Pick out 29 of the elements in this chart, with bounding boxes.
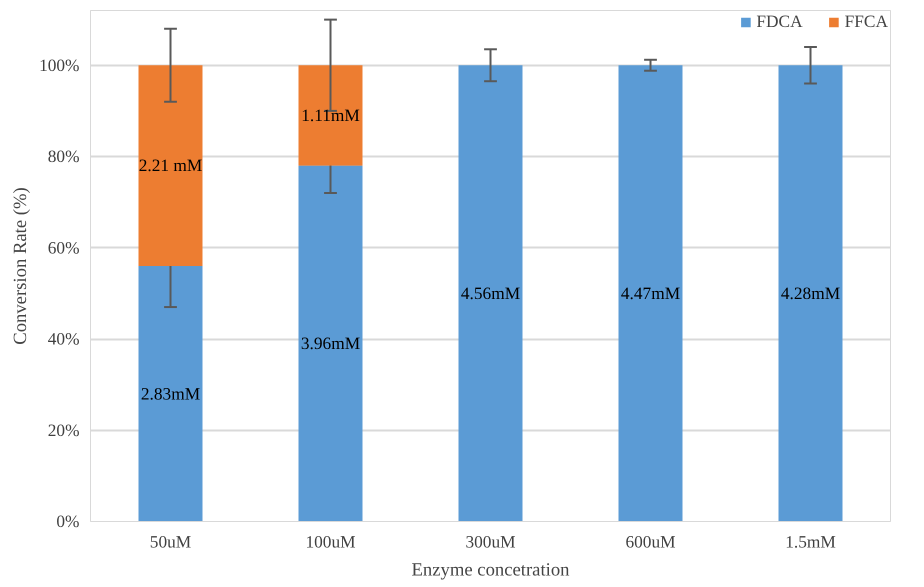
bar (138, 65, 202, 266)
bar (298, 166, 362, 522)
annotation: 2.83mM (140, 384, 200, 404)
y-tick-label: 20% (48, 420, 80, 440)
annotation: 4.56mM (460, 284, 520, 303)
y-tick-label: 60% (48, 238, 80, 258)
bar (298, 65, 362, 166)
x-tick-label: 50uM (150, 532, 192, 552)
annotation: 3.96mM (300, 334, 360, 354)
legend-label: FFCA (844, 12, 888, 32)
x-tick-label: 1.5mM (785, 532, 836, 552)
annotation: 4.28mM (780, 284, 840, 303)
annotation: 2.21 mM (138, 156, 202, 176)
annotation: 1.11mM (301, 106, 360, 125)
x-tick-label: 100uM (305, 532, 356, 552)
legend-label: FDCA (756, 12, 803, 32)
annotation: 4.47mM (620, 284, 680, 303)
y-tick-label: 80% (48, 147, 80, 166)
y-tick-label: 100% (39, 56, 80, 75)
x-tick-label: 600uM (625, 532, 676, 552)
bar (458, 65, 522, 522)
bar (138, 266, 202, 522)
y-tick-label: 40% (48, 330, 80, 348)
x-tick-label: 300uM (465, 532, 516, 552)
y-axis-title: Conversion Rate (%) (10, 187, 32, 345)
x-axis-title: Enzyme concetration (412, 560, 570, 580)
y-tick-label: 0% (56, 512, 80, 531)
bar (778, 65, 842, 522)
bar (618, 65, 682, 522)
